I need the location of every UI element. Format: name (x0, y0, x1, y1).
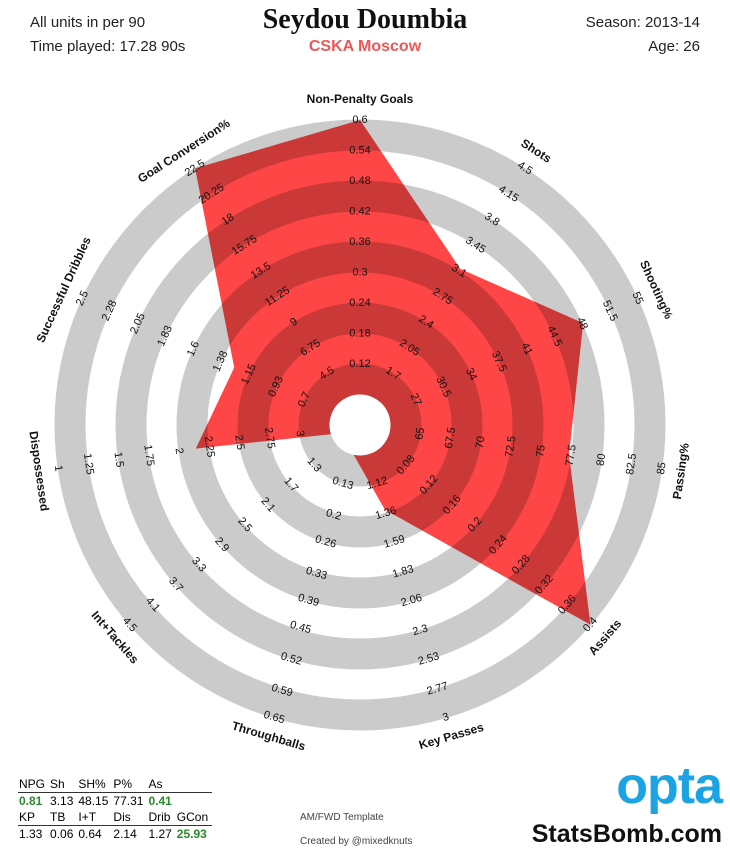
tick-label: 0.7 (296, 390, 313, 409)
tick-label: 0.18 (349, 327, 370, 339)
tick-label: 2.3 (411, 622, 429, 638)
radar-area (195, 120, 591, 625)
table-cell: 0.06 (50, 827, 74, 841)
tick-label: 85 (655, 461, 669, 475)
axis-label: Non-Penalty Goals (307, 92, 414, 106)
tick-label: 1.5 (112, 451, 126, 468)
tick-label: 34 (463, 366, 479, 382)
template-note: AM/FWD Template (300, 812, 384, 823)
tick-label: 0.33 (304, 565, 328, 583)
table-header: I+T (77, 809, 113, 826)
table-header: SH% (77, 776, 113, 793)
tick-label: 1.59 (382, 533, 406, 551)
table-header: KP (18, 809, 50, 826)
tick-label: 1.12 (365, 475, 389, 493)
tick-label: 0.52 (279, 650, 303, 668)
tick-label: 1.36 (374, 505, 398, 523)
table-header: P% (112, 776, 148, 793)
tick-label: 0.59 (270, 682, 294, 700)
tick-label: 1 (52, 465, 65, 473)
tick-label: 48 (574, 316, 590, 332)
tick-label: 0.36 (349, 236, 370, 248)
table-header: Sh (49, 776, 78, 793)
table-cell: 0.41 (148, 794, 172, 808)
tick-label: 67.5 (443, 427, 458, 450)
axis-label: Dispossessed (26, 430, 51, 512)
axis-label: Key Passes (417, 720, 485, 752)
tick-label: 3 (441, 711, 450, 724)
table-cell: 1.27 (148, 827, 172, 841)
tick-label: 2.75 (262, 427, 277, 450)
table-cell: 48.15 (78, 794, 109, 808)
axis-label: Throughballs (230, 719, 307, 754)
tick-label: 2.5 (74, 289, 91, 308)
table-header: Dis (112, 809, 148, 826)
tick-label: 3 (293, 430, 306, 438)
chart-title: Seydou Doumbia (262, 4, 468, 35)
tick-label: 27 (408, 392, 424, 408)
tick-label: 55 (630, 290, 646, 306)
tick-label: 0.48 (349, 175, 370, 187)
axis-label: Passing% (670, 442, 692, 500)
tick-label: 0.24 (349, 297, 370, 309)
tick-label: 77.5 (564, 444, 579, 467)
table-header: TB (49, 809, 78, 826)
table-header: NPG (18, 776, 50, 793)
tick-label: 1.83 (391, 563, 415, 581)
tick-label: 80 (595, 453, 609, 467)
tick-label: 0.39 (297, 592, 321, 610)
tick-label: 2.06 (400, 592, 424, 610)
tick-label: 0.13 (331, 475, 355, 493)
tick-label: 0.42 (349, 205, 370, 217)
time-played: Time played: 17.28 90s (30, 38, 186, 55)
table-cell: 25.93 (176, 827, 207, 841)
tick-label: 2.5 (232, 434, 246, 451)
credit-note: Created by @mixedknuts (300, 836, 413, 847)
tick-label: 2.53 (417, 650, 441, 668)
table-cell: 3.13 (50, 794, 74, 808)
tick-label: 18 (220, 211, 237, 228)
tick-label: 72.5 (503, 435, 518, 458)
tick-label: 1.25 (81, 453, 96, 476)
table-cell: 0.64 (78, 827, 102, 841)
table-cell: 1.33 (19, 827, 43, 841)
tick-label: 0.26 (314, 533, 338, 551)
table-header: As (147, 776, 176, 793)
tick-label: 9 (288, 316, 300, 329)
tick-label: 70 (474, 435, 488, 449)
tick-label: 2.25 (202, 435, 217, 458)
units-note: All units in per 90 (30, 14, 146, 31)
tick-label: 2.77 (426, 680, 450, 698)
age: Age: 26 (648, 38, 700, 55)
tick-label: 0.54 (349, 144, 370, 156)
season: Season: 2013-14 (585, 14, 700, 31)
site-name: StatsBomb.com (531, 820, 722, 848)
tick-label: 0.12 (349, 358, 370, 370)
table-cell: 77.31 (113, 794, 144, 808)
table-cell: 0.81 (19, 794, 43, 808)
tick-label: 0.45 (289, 619, 313, 637)
table-header: Drib (147, 809, 176, 826)
tick-label: 75 (534, 444, 548, 458)
table-cell: 2.14 (113, 827, 137, 841)
tick-label: 0.3 (352, 266, 367, 278)
tick-label: 0.6 (352, 114, 367, 126)
tick-label: 1.6 (185, 339, 202, 358)
tick-label: 2 (173, 447, 186, 455)
opta-logo: opta (616, 757, 723, 815)
center-hole (329, 394, 391, 456)
tick-label: 41 (519, 341, 535, 357)
tick-label: 65 (413, 427, 427, 441)
tick-label: 1.75 (141, 444, 156, 467)
stats-table: NPG Sh SH% P% As 0.81 3.13 48.15 77.31 0.41 KP TB… (18, 776, 213, 842)
chart-subtitle: CSKA Moscow (308, 38, 422, 55)
tick-label: 0.2 (325, 507, 343, 523)
table-header: GCon (175, 809, 213, 826)
tick-label: 82.5 (624, 453, 639, 476)
tick-label: 0.65 (262, 709, 286, 727)
